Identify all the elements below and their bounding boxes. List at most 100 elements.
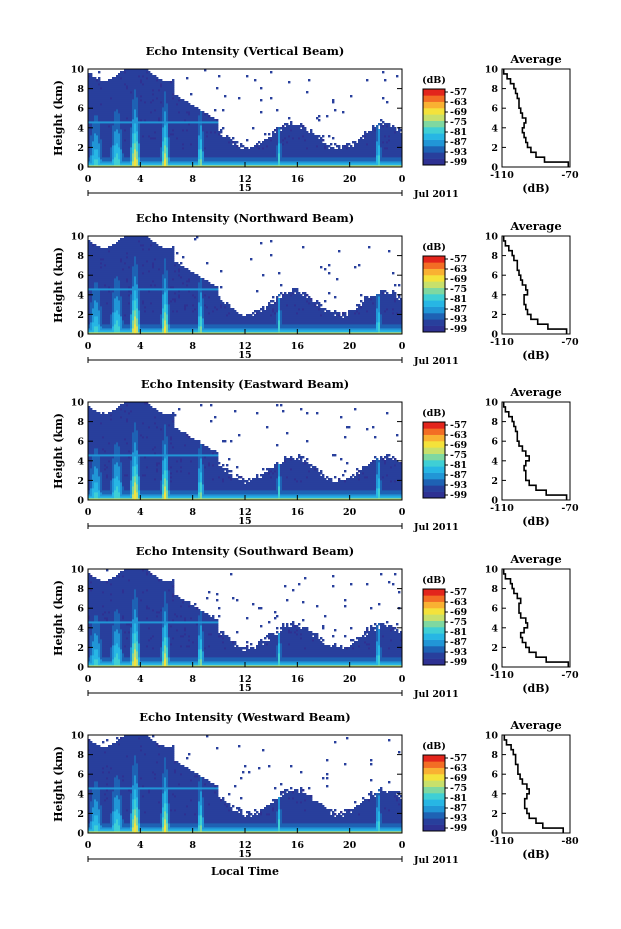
heatmap-cell [92, 163, 95, 166]
heatmap-cell [98, 254, 101, 257]
heatmap-cell [308, 163, 311, 166]
heatmap-cell [324, 153, 327, 156]
heatmap-cell [178, 135, 181, 138]
heatmap-cell [280, 163, 283, 166]
heatmap-cell [192, 165, 195, 167]
heatmap-cell [224, 161, 227, 164]
heatmap-cell [116, 133, 119, 136]
heatmap-cell [128, 161, 131, 164]
heatmap-cell [118, 127, 121, 130]
heatmap-cell [234, 143, 237, 146]
heatmap-cell [88, 123, 91, 126]
heatmap-cell [220, 143, 223, 146]
heatmap-cell [90, 77, 93, 80]
heatmap-cell [174, 111, 177, 114]
heatmap-cell [114, 308, 117, 311]
heatmap-cell [142, 147, 145, 150]
heatmap-cell [272, 139, 275, 142]
heatmap-cell [102, 143, 105, 146]
heatmap-cell [116, 143, 119, 146]
heatmap-cell [220, 147, 223, 150]
heatmap-cell [120, 151, 123, 154]
heatmap-cell [96, 246, 99, 249]
heatmap-cell [184, 123, 187, 126]
heatmap-cell [154, 117, 157, 120]
heatmap-cell [110, 111, 113, 114]
heatmap-cell [140, 87, 143, 90]
heatmap-cell [100, 153, 103, 156]
heatmap-cell [196, 153, 199, 156]
heatmap-cell [322, 165, 325, 167]
heatmap-cell [210, 135, 213, 138]
heatmap-cell [376, 157, 379, 160]
heatmap-cell [166, 97, 169, 100]
heatmap-cell [128, 69, 131, 72]
heatmap-cell [296, 155, 299, 158]
heatmap-cell [198, 145, 201, 148]
heatmap-cell [134, 81, 137, 84]
heatmap-cell [88, 141, 91, 144]
heatmap-cell [390, 159, 393, 162]
heatmap-cell [188, 137, 191, 140]
heatmap-cell [178, 121, 181, 124]
heatmap-cell [104, 296, 107, 299]
heatmap-cell [106, 91, 109, 94]
heatmap-cell [116, 288, 119, 291]
heatmap-cell [142, 87, 145, 90]
heatmap-cell [96, 276, 99, 279]
heatmap-cell [108, 332, 111, 334]
heatmap-cell [194, 127, 197, 130]
heatmap-cell [336, 163, 339, 166]
colorbar-segment [423, 89, 445, 96]
heatmap-cell [366, 157, 369, 160]
heatmap-cell [354, 145, 357, 148]
heatmap-cell [102, 256, 105, 259]
heatmap-cell [294, 145, 297, 148]
heatmap-cell [400, 151, 402, 154]
heatmap-cell [286, 127, 289, 130]
heatmap-cell [110, 119, 113, 122]
heatmap-cell [160, 165, 163, 167]
heatmap-cell [122, 121, 125, 124]
heatmap-cell [298, 161, 301, 164]
heatmap-cell [328, 135, 331, 138]
heatmap-cell [168, 101, 171, 104]
heatmap-cell [218, 155, 221, 158]
heatmap-cell [288, 117, 291, 120]
heatmap-cell [142, 71, 145, 74]
heatmap-cell [384, 147, 387, 150]
heatmap-cell [132, 101, 135, 104]
heatmap-cell [154, 95, 157, 98]
heatmap-cell [120, 266, 123, 269]
heatmap-cell [164, 119, 167, 122]
heatmap-cell [364, 155, 367, 158]
heatmap-cell [156, 119, 159, 122]
heatmap-cell [388, 151, 391, 154]
heatmap-cell [174, 151, 177, 154]
heatmap-cell [98, 105, 101, 108]
heatmap-cell [302, 159, 305, 162]
heatmap-cell [294, 143, 297, 146]
heatmap-cell [90, 117, 93, 120]
heatmap-cell [172, 103, 175, 106]
heatmap-cell [88, 157, 91, 160]
heatmap-cell [284, 157, 287, 160]
heatmap-cell [132, 129, 135, 132]
heatmap-cell [222, 137, 225, 140]
heatmap-cell [188, 121, 191, 124]
heatmap-cell [376, 163, 379, 166]
heatmap-cell [358, 163, 361, 166]
heatmap-cell [186, 163, 189, 166]
heatmap-cell [164, 109, 167, 112]
heatmap-cell [108, 101, 111, 104]
heatmap-cell [308, 139, 311, 142]
heatmap-cell [296, 149, 299, 152]
heatmap-cell [104, 258, 107, 261]
heatmap-cell [198, 123, 201, 126]
heatmap-cell [88, 85, 91, 88]
heatmap-cell [232, 159, 235, 162]
heatmap-cell [218, 131, 221, 134]
heatmap-cell [112, 316, 115, 319]
colorbar-tick-label: -75 [450, 117, 467, 128]
heatmap-cell [320, 151, 323, 154]
